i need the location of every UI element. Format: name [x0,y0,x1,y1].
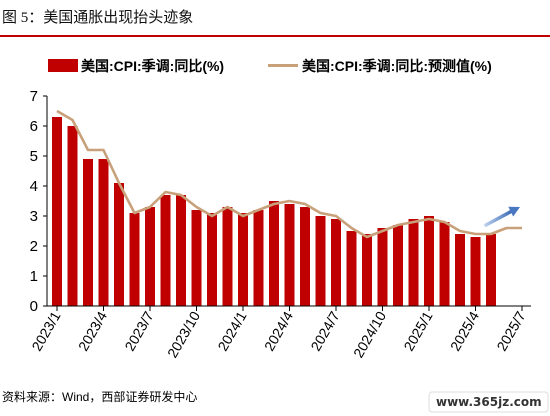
x-tick-label: 2024/7 [307,308,342,353]
bar-cpi-2024-1 [238,213,248,306]
bar-cpi-2024-4 [284,204,295,306]
bar-cpi-2023-8 [160,195,171,306]
bar-cpi-2024-3 [269,201,279,306]
x-tick-label: 2023/7 [121,308,156,353]
bar-cpi-2024-12 [408,219,419,306]
bar-cpi-2025-5 [486,234,496,306]
forecast-line [56,109,522,239]
bar-cpi-2024-6 [315,216,326,306]
y-tick-label: 6 [30,118,38,135]
bar-cpi-2024-11 [393,225,403,306]
x-tick-label: 2025/4 [447,308,482,353]
x-tick-label: 2023/1 [28,308,63,353]
legend-label-forecast: 美国:CPI:季调:同比:预测值(%) [302,58,492,74]
y-tick-label: 4 [30,178,38,195]
bar-cpi-2024-2 [253,210,264,306]
y-axis-ticks: 0 1 2 3 4 5 6 7 [30,88,47,315]
bar-cpi-2023-2 [67,126,78,306]
y-tick-label: 5 [30,148,38,165]
bar-cpi-2025-4 [470,237,481,306]
x-tick-label: 2023/4 [75,308,110,353]
bar-cpi-2024-10 [377,228,388,306]
trend-arrow [484,206,520,227]
x-tick-label: 2024/4 [261,308,296,353]
bar-cpi-2023-1 [52,117,62,306]
x-tick-label: 2024/10 [350,308,389,360]
bar-cpi-2024-7 [331,219,341,306]
bar-cpi-2023-11 [207,213,217,306]
bar-cpi-2025-3 [455,234,465,306]
legend: 美国:CPI:季调:同比(%) 美国:CPI:季调:同比:预测值(%) [48,58,492,74]
bar-cpi-2023-9 [176,195,186,306]
x-axis-ticks: 2023/1 2023/4 2023/7 2023/10 2024/1 2024/4 202… [28,306,529,360]
bar-cpi-2024-8 [346,231,357,306]
x-tick-label: 2024/1 [214,308,249,353]
bar-cpi-2025-1 [424,216,434,306]
legend-swatch-bar [48,59,78,72]
bar-cpi-2023-7 [145,207,155,306]
title-rule [0,35,550,37]
bar-cpi-2023-3 [83,159,93,306]
x-tick-label: 2025/7 [493,308,528,353]
legend-label-cpi: 美国:CPI:季调:同比(%) [81,58,224,74]
bar-cpi-2024-5 [300,207,310,306]
plot-area: 0 1 2 3 4 5 6 7 2023/1 2023/4 2023/7 2023/10 2024/1… [28,88,531,360]
y-tick-label: 2 [30,238,38,255]
y-tick-label: 3 [30,208,38,225]
bar-cpi-2023-10 [191,210,202,306]
bar-cpi-2024-9 [362,234,372,306]
bar-cpi-2025-2 [439,222,450,306]
bar-cpi-2023-6 [129,213,140,306]
bar-series [52,117,496,306]
figure-title: 图 5：美国通胀出现抬头迹象 [2,9,193,26]
bar-cpi-2023-4 [98,159,109,306]
x-tick-label: 2025/1 [400,308,435,353]
x-tick-label: 2023/10 [164,308,203,360]
y-tick-label: 7 [30,88,38,105]
watermark-text: www.365jz.com [436,395,542,409]
source-note: 资料来源：Wind，西部证券研发中心 [2,389,197,404]
y-tick-label: 0 [30,298,38,315]
bar-cpi-2023-12 [222,207,233,306]
watermark: www.365jz.com [428,391,549,413]
bar-cpi-2023-5 [114,183,124,306]
y-tick-label: 1 [30,268,38,285]
